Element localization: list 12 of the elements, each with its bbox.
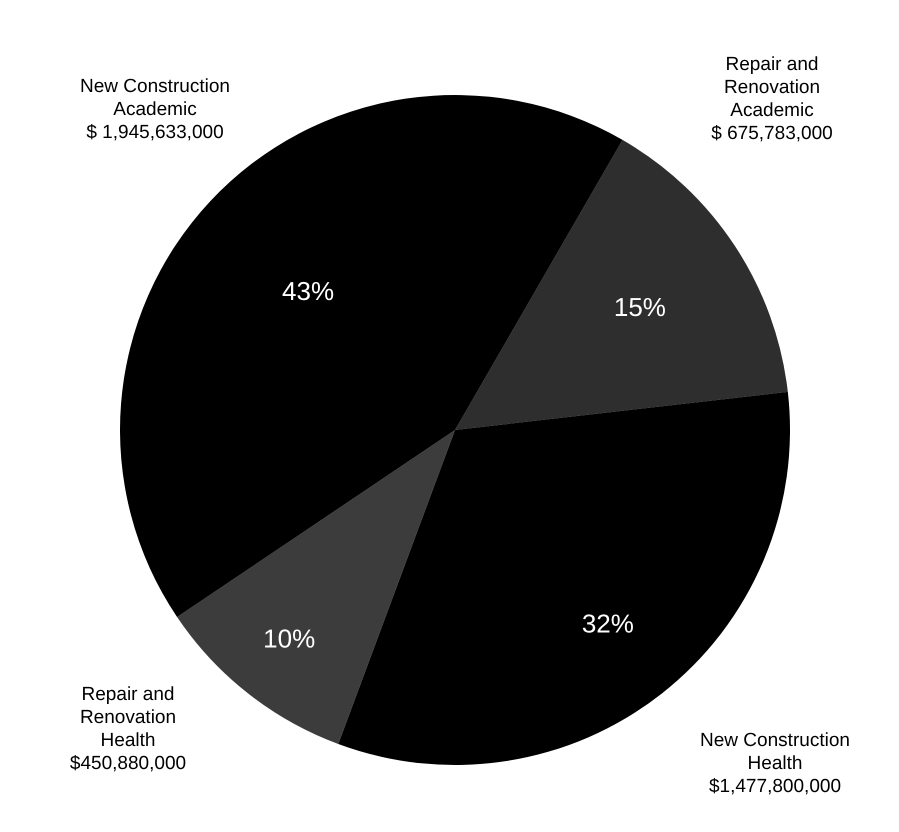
text: 10% bbox=[263, 624, 316, 654]
data-label: $ 675,783,000 bbox=[710, 122, 834, 145]
data-label: $ 1,945,633,000 bbox=[85, 121, 225, 144]
data-label: $450,880,000 bbox=[68, 752, 188, 775]
slice-label: Repair and Renovation Academic bbox=[722, 53, 822, 122]
text: 32% bbox=[582, 608, 634, 638]
data-label: $1,477,800,000 bbox=[708, 775, 842, 798]
text: 15% bbox=[614, 292, 666, 322]
slice-label: New Construction Health bbox=[699, 729, 851, 775]
slice-label: New Construction Academic bbox=[79, 75, 231, 121]
slice-label: Repair and Renovation Health bbox=[78, 683, 178, 752]
text: 43% bbox=[282, 276, 334, 306]
